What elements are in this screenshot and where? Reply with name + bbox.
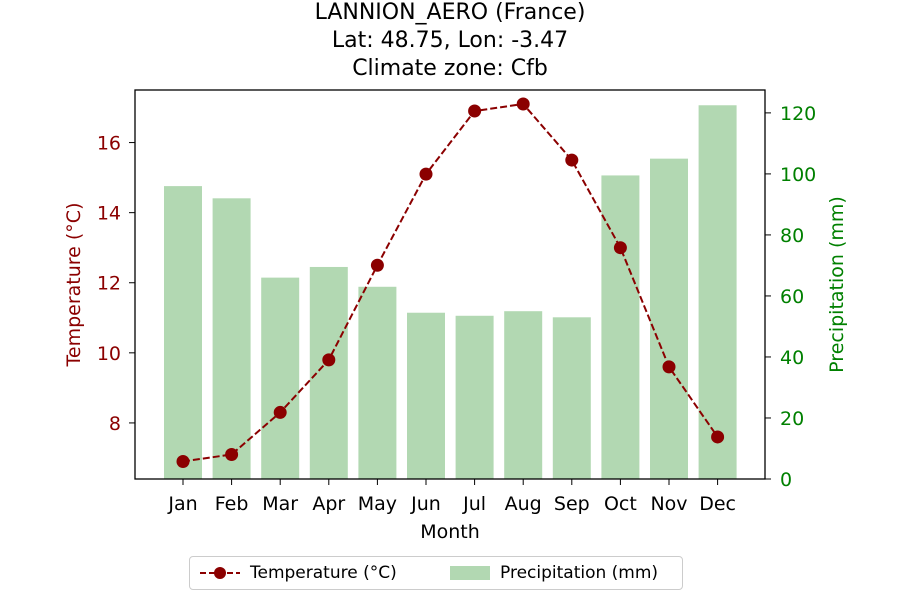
temperature-point-mar xyxy=(273,405,287,419)
y-left-tick-label-14: 14 xyxy=(97,203,121,225)
x-tick-label-may: May xyxy=(358,493,397,515)
x-tick-label-sep: Sep xyxy=(554,493,590,515)
precipitation-bar-jun xyxy=(407,312,445,479)
chart-title-line-2: Lat: 48.75, Lon: -3.47 xyxy=(331,28,569,53)
temperature-point-dec xyxy=(711,430,725,444)
y-right-tick-label-0: 0 xyxy=(780,469,792,491)
legend-marker-precipitation xyxy=(450,566,490,580)
precipitation-bar-aug xyxy=(504,311,543,479)
precipitation-bar-jul xyxy=(455,315,494,479)
precipitation-bar-dec xyxy=(698,105,737,479)
y-right-tick-label-40: 40 xyxy=(780,347,804,369)
y-right-axis-label: Precipitation (mm) xyxy=(826,196,848,373)
x-axis-label: Month xyxy=(420,521,480,543)
precipitation-bar-sep xyxy=(552,317,591,479)
legend-label-precipitation: Precipitation (mm) xyxy=(500,563,659,583)
legend-label-temperature: Temperature (°C) xyxy=(250,563,397,583)
plot-frame xyxy=(134,89,766,480)
temperature-point-jun xyxy=(419,167,433,181)
precipitation-bar-oct xyxy=(601,175,640,480)
x-tick-label-jul: Jul xyxy=(462,493,486,515)
legend-entry-temperature: Temperature (°C) xyxy=(200,563,397,583)
precipitation-bar-nov xyxy=(650,158,688,479)
temperature-point-nov xyxy=(662,360,676,374)
temperature-point-jan xyxy=(176,454,190,468)
y-left-tick-label-8: 8 xyxy=(109,413,121,435)
chart-title-line-3: Climate zone: Cfb xyxy=(352,56,548,81)
x-tick-label-jun: Jun xyxy=(410,493,441,515)
x-tick-label-feb: Feb xyxy=(215,493,249,515)
temperature-point-oct xyxy=(613,241,627,255)
x-tick-label-mar: Mar xyxy=(262,493,298,515)
precipitation-bar-feb xyxy=(212,198,251,479)
temperature-point-feb xyxy=(225,447,239,461)
chart-title-line-1: LANNION_AERO (France) xyxy=(314,0,586,25)
temperature-point-aug xyxy=(516,97,530,111)
y-right-tick-label-100: 100 xyxy=(780,164,816,186)
legend-entry-precipitation: Precipitation (mm) xyxy=(450,563,658,583)
precipitation-bar-may xyxy=(358,286,397,479)
temperature-point-may xyxy=(370,258,384,272)
y-left-tick-label-10: 10 xyxy=(97,343,121,365)
climate-chart: Jan Feb Mar Apr May Jun Jul Aug Sep Oct Nov Dec Mont… xyxy=(63,89,848,543)
x-tick-label-aug: Aug xyxy=(505,493,542,515)
x-tick-label-dec: Dec xyxy=(699,493,736,515)
x-tick-label-jan: Jan xyxy=(167,493,197,515)
temperature-point-sep xyxy=(565,153,579,167)
temperature-line xyxy=(182,102,719,463)
y-right-tick-label-120: 120 xyxy=(780,103,816,125)
y-left-tick-label-16: 16 xyxy=(97,133,121,155)
legend-marker-temperature xyxy=(200,567,240,579)
x-tick-label-apr: Apr xyxy=(312,493,345,515)
chart-legend: Temperature (°C) Precipitation (mm) xyxy=(189,556,683,590)
precipitation-bar-jan xyxy=(164,186,202,479)
y-right-tick-label-20: 20 xyxy=(780,408,804,430)
y-left-tick-label-12: 12 xyxy=(97,273,121,295)
temperature-point-jul xyxy=(468,104,482,118)
temperature-point-apr xyxy=(322,353,336,367)
y-right-tick-label-80: 80 xyxy=(780,225,804,247)
x-tick-label-nov: Nov xyxy=(650,493,687,515)
y-left-axis-label: Temperature (°C) xyxy=(63,203,85,368)
y-right-tick-label-60: 60 xyxy=(780,286,804,308)
precipitation-bar-mar xyxy=(261,277,300,479)
x-tick-label-oct: Oct xyxy=(604,493,637,515)
